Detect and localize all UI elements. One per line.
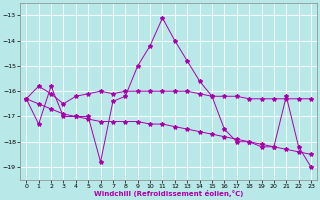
X-axis label: Windchill (Refroidissement éolien,°C): Windchill (Refroidissement éolien,°C) bbox=[94, 190, 243, 197]
